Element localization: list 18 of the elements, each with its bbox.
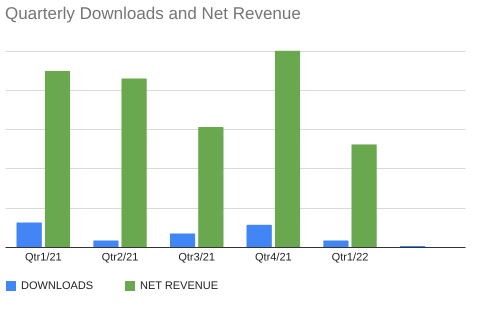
x-tick-label: Qtr1/21	[24, 252, 62, 264]
legend-label: NET REVENUE	[140, 280, 218, 292]
chart-title: Quarterly Downloads and Net Revenue	[5, 4, 301, 23]
bar	[16, 222, 42, 247]
bar	[274, 50, 300, 247]
x-tick-label: Qtr3/21	[178, 252, 216, 264]
bar	[246, 224, 272, 247]
bar	[351, 144, 377, 247]
x-tick-label: Qtr2/21	[102, 252, 138, 264]
x-tick-label: Qtr1/22	[332, 252, 368, 264]
x-tick-label: Qtr4/21	[254, 252, 292, 264]
bar	[121, 78, 147, 247]
legend-label: DOWNLOADS	[21, 280, 94, 292]
bar	[323, 240, 349, 247]
bar	[170, 233, 196, 247]
bar	[198, 126, 224, 247]
bar	[44, 70, 70, 247]
bar	[93, 240, 119, 247]
